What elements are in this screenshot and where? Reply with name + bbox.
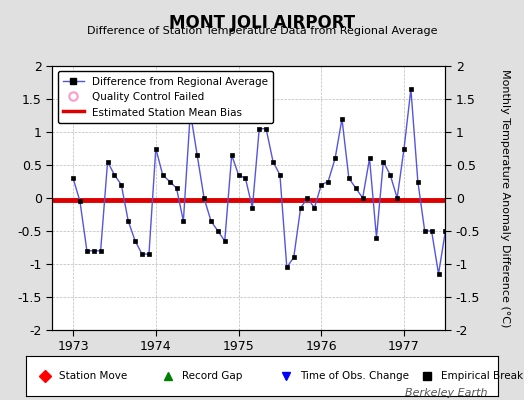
Text: Record Gap: Record Gap [182, 371, 242, 381]
Text: Station Move: Station Move [59, 371, 127, 381]
Legend: Difference from Regional Average, Quality Control Failed, Estimated Station Mean: Difference from Regional Average, Qualit… [58, 71, 273, 123]
Text: Time of Obs. Change: Time of Obs. Change [300, 371, 409, 381]
Text: Empirical Break: Empirical Break [441, 371, 523, 381]
Text: Berkeley Earth: Berkeley Earth [405, 388, 487, 398]
Text: Difference of Station Temperature Data from Regional Average: Difference of Station Temperature Data f… [87, 26, 437, 36]
Text: MONT JOLI AIRPORT: MONT JOLI AIRPORT [169, 14, 355, 32]
Y-axis label: Monthly Temperature Anomaly Difference (°C): Monthly Temperature Anomaly Difference (… [500, 69, 510, 327]
